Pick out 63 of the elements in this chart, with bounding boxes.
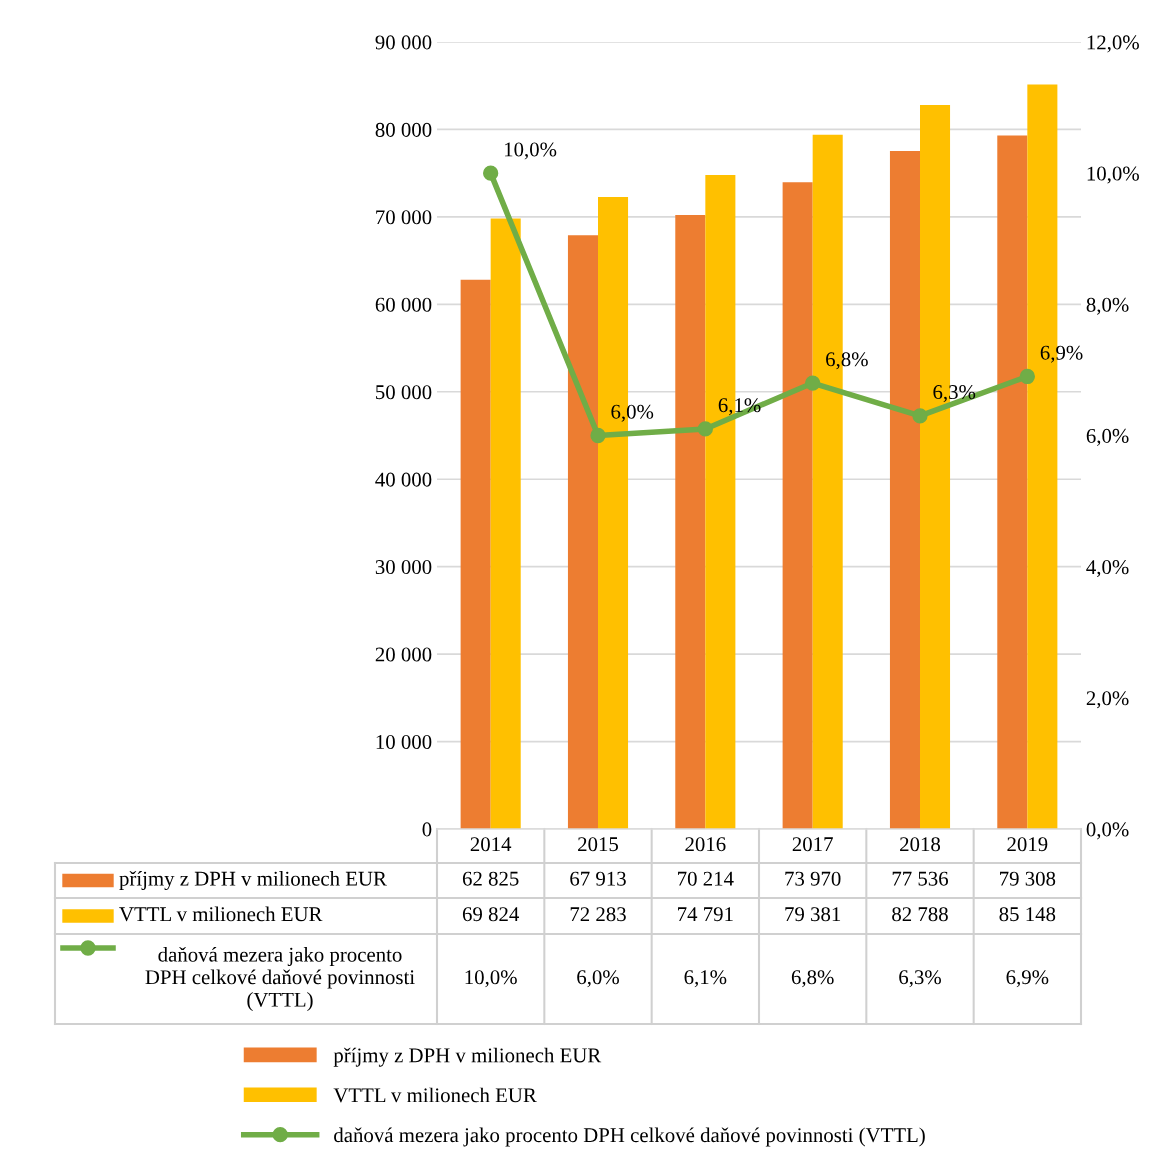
data-label: 6,3% bbox=[899, 970, 941, 988]
data-label: 79 381 bbox=[785, 907, 841, 922]
point bbox=[912, 408, 928, 424]
bar bbox=[675, 215, 706, 829]
bar bbox=[782, 182, 813, 829]
data-label: 10,0% bbox=[465, 970, 517, 988]
y-tick-label: 10 000 bbox=[376, 734, 432, 749]
data-label: 72 283 bbox=[570, 907, 626, 922]
text: 10,0% bbox=[505, 142, 557, 160]
y-tick-label: 70 000 bbox=[376, 210, 432, 225]
data-label: 67 913 bbox=[570, 871, 626, 886]
legend-label: daňová mezera jako procento DPH celkové daňové povinnosti (VTTL) bbox=[145, 947, 415, 1011]
bar bbox=[889, 150, 920, 829]
point bbox=[697, 421, 713, 437]
y-tick-label: 20 000 bbox=[375, 647, 432, 662]
text: VTTL v milionech EUR bbox=[333, 1087, 537, 1103]
data-label: 79 308 bbox=[1000, 871, 1056, 886]
y2-tick-label: 2,0% bbox=[1086, 691, 1129, 709]
text: 6,3% bbox=[933, 385, 976, 403]
y2-tick-label: 8,0% bbox=[1086, 297, 1129, 315]
data-label: 82 788 bbox=[892, 907, 948, 922]
text: daňová mezera jako procento DPH celkové daňové povinnosti (VTTL) bbox=[334, 1127, 925, 1147]
x-tick-label: 2017 bbox=[792, 837, 833, 852]
text: příjmy z DPH v milionech EUR bbox=[333, 1047, 602, 1067]
data-label: 6,8% bbox=[791, 970, 834, 988]
y2-tick-label: 12,0% bbox=[1087, 35, 1139, 53]
y-tick-label: 40 000 bbox=[375, 472, 432, 487]
data-label: 69 824 bbox=[462, 907, 519, 922]
data-label: 6,1% bbox=[684, 970, 727, 988]
x-tick-label: 2016 bbox=[685, 837, 726, 852]
y-tick-label: 60 000 bbox=[375, 297, 432, 312]
point bbox=[483, 165, 499, 181]
y-tick-label: 50 000 bbox=[376, 385, 432, 400]
point bbox=[805, 375, 821, 391]
bar bbox=[490, 218, 521, 829]
y2-tick-label: 0,0% bbox=[1086, 822, 1129, 840]
data-label: 6,0% bbox=[577, 970, 619, 988]
bar bbox=[997, 135, 1028, 829]
x-tick-label: 2018 bbox=[900, 837, 941, 852]
x-tick-label: 2014 bbox=[470, 837, 512, 852]
y-tick-label: 0 bbox=[422, 822, 432, 837]
data-label: 62 825 bbox=[462, 871, 519, 886]
legend-label: VTTL v milionech EUR bbox=[119, 906, 323, 922]
data-label: 74 791 bbox=[678, 907, 733, 922]
point bbox=[1019, 368, 1035, 385]
data-label: 70 214 bbox=[678, 871, 734, 886]
data-label: 73 970 bbox=[785, 871, 841, 886]
x-tick-label: 2015 bbox=[578, 837, 619, 852]
text: 6,1% bbox=[718, 398, 761, 416]
y-tick-label: 80 000 bbox=[375, 122, 432, 137]
data-label: 77 536 bbox=[892, 871, 949, 886]
bar bbox=[567, 235, 598, 829]
data-label: 85 148 bbox=[999, 907, 1056, 922]
data-label: 6,9% bbox=[1006, 970, 1049, 988]
bar bbox=[460, 279, 491, 829]
y2-tick-label: 4,0% bbox=[1086, 560, 1129, 578]
y2-tick-label: 10,0% bbox=[1087, 166, 1139, 184]
legend-label: příjmy z DPH v milionech EUR bbox=[119, 871, 387, 890]
y2-tick-label: 6,0% bbox=[1086, 428, 1129, 446]
x-tick-label: 2019 bbox=[1007, 837, 1048, 852]
point bbox=[590, 427, 606, 444]
y-tick-label: 90 000 bbox=[375, 35, 432, 50]
y-tick-label: 30 000 bbox=[375, 560, 432, 575]
